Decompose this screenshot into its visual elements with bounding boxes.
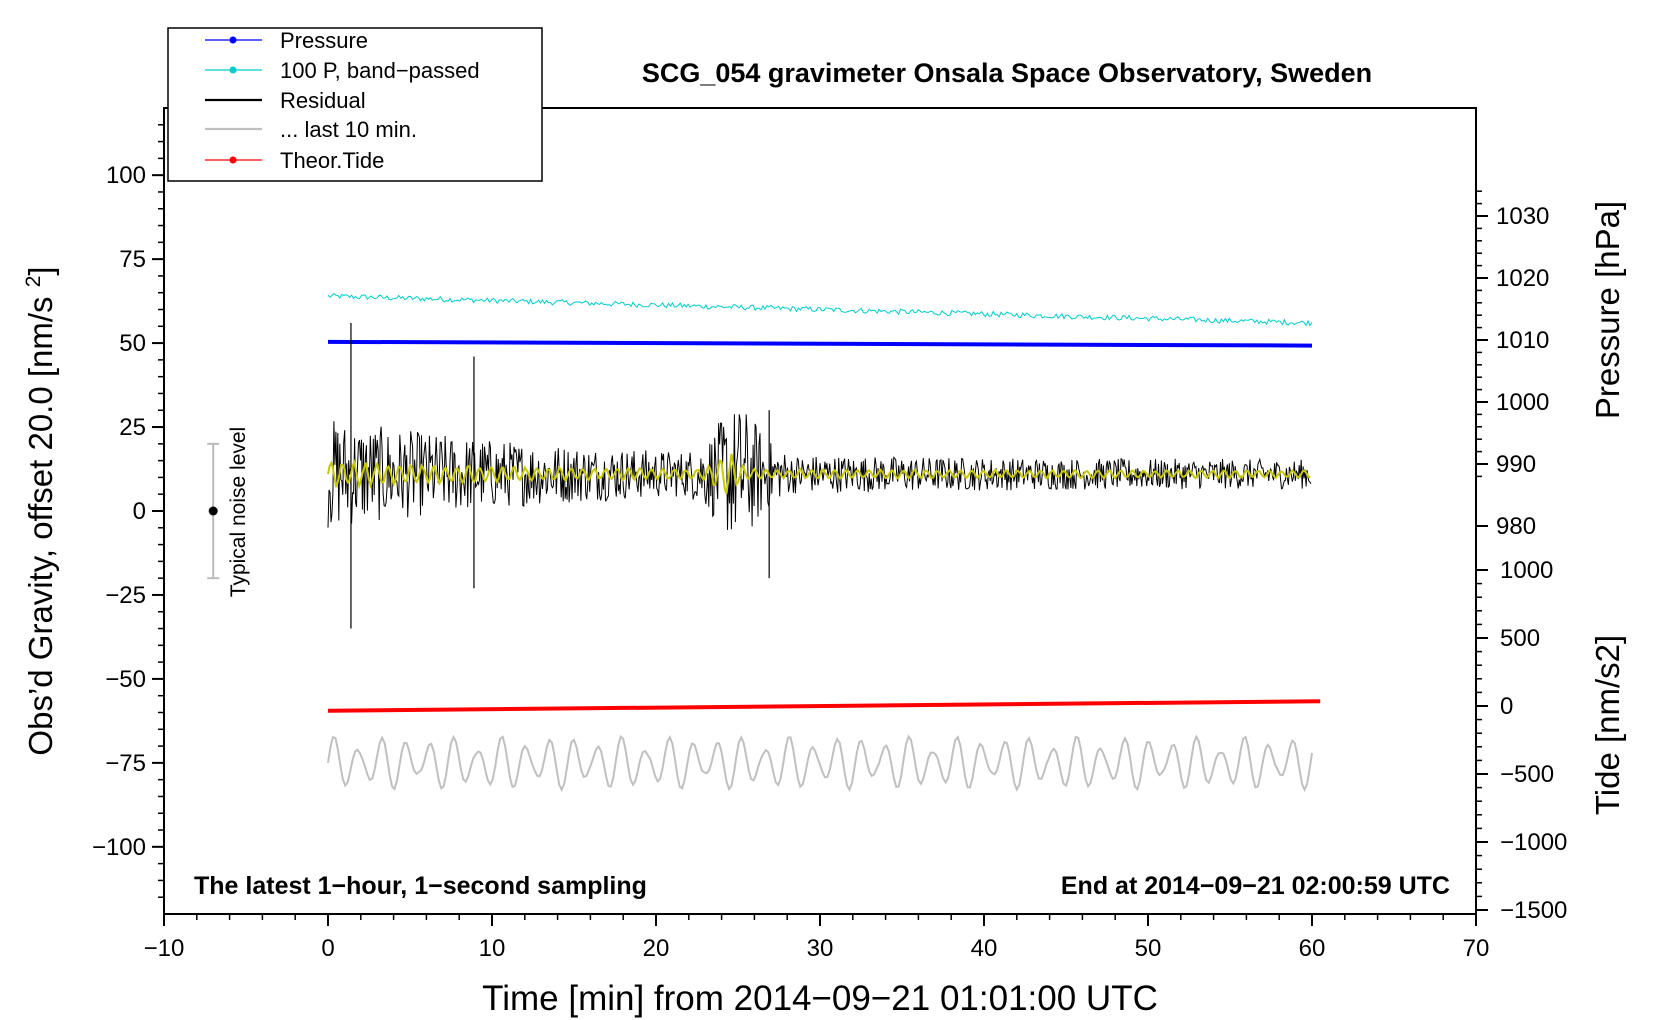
legend-item-residual: Residual	[205, 88, 366, 113]
band-passed-series	[327, 292, 1313, 327]
legend-item-band-passed: 100 P, band−passed	[205, 58, 480, 83]
y-axis-left-label: Obs’d Gravity, offset 20.0 [nm/s 2]	[22, 266, 59, 755]
bracket: ]	[22, 266, 59, 275]
x-tick-label: 50	[1135, 935, 1162, 962]
pressure-tick-label: 990	[1496, 451, 1536, 478]
y-tick-label: −25	[105, 582, 146, 609]
tide-tick-label: −500	[1500, 761, 1554, 788]
y-tick-label: 0	[133, 498, 146, 525]
legend-item-last10: ... last 10 min.	[205, 117, 417, 142]
tide-tick-label: 500	[1500, 625, 1540, 652]
pressure-tick-label: 1010	[1496, 327, 1549, 354]
legend-item-tide: Theor.Tide	[205, 148, 384, 173]
pressure-axis-label: Pressure [hPa]	[1589, 201, 1626, 419]
y-axis-left-label-text: Obs’d Gravity, offset 20.0 [nm/s	[22, 296, 59, 755]
tide-tick-label: −1000	[1500, 829, 1567, 856]
residual-series	[327, 414, 1312, 530]
x-tick-label: −10	[144, 935, 185, 962]
tide-tick-label: 0	[1500, 693, 1513, 720]
legend-item-pressure: Pressure	[205, 28, 368, 53]
plot-frame	[163, 107, 1477, 915]
x-axis-label: Time [min] from 2014−09−21 01:01:00 UTC	[482, 979, 1158, 1018]
legend-marker-pressure	[229, 36, 237, 44]
legend-box	[167, 27, 543, 182]
noise-level-label: Typical noise level	[227, 427, 250, 597]
smoothed-residual-series	[327, 453, 1311, 495]
superscript: 2	[22, 276, 45, 288]
legend-label-pressure: Pressure	[280, 28, 368, 53]
tide-series	[327, 699, 1321, 713]
x-tick-label: 0	[321, 935, 334, 962]
y-tick-label: −75	[105, 750, 146, 777]
y-tick-label: 50	[119, 330, 146, 357]
x-tick-label: 40	[971, 935, 998, 962]
y-tick-label: 100	[106, 162, 146, 189]
annotation-end-time: End at 2014−09−21 02:00:59 UTC	[1061, 872, 1450, 900]
ticks-layer: −10 0 10 20 30 40 50 60 701007550250−25−50−75−10…	[92, 124, 1567, 962]
last-10-min-series	[327, 734, 1313, 793]
pressure-tick-label: 1030	[1496, 203, 1549, 230]
pressure-tick-label: 1020	[1496, 265, 1549, 292]
series-layer	[207, 292, 1321, 793]
noise-level-dot	[208, 506, 218, 516]
y-tick-label: 75	[119, 246, 146, 273]
legend-marker-tide	[229, 156, 237, 164]
annotation-sampling: The latest 1−hour, 1−second sampling	[194, 872, 647, 900]
legend-label-band-passed: 100 P, band−passed	[280, 58, 480, 83]
x-tick-label: 70	[1463, 935, 1490, 962]
tide-tick-label: 1000	[1500, 557, 1553, 584]
y-tick-label: −100	[92, 834, 146, 861]
legend: Pressure 100 P, band−passed Residual ...…	[167, 27, 543, 182]
x-tick-label: 30	[807, 935, 834, 962]
pressure-tick-label: 1000	[1496, 389, 1549, 416]
pressure-tick-label: 980	[1496, 513, 1536, 540]
x-tick-label: 20	[643, 935, 670, 962]
pressure-series	[327, 339, 1313, 348]
tide-tick-label: −1500	[1500, 897, 1567, 924]
x-tick-label: 10	[479, 935, 506, 962]
legend-marker-band-passed	[229, 66, 237, 74]
y-tick-label: −50	[105, 666, 146, 693]
legend-label-residual: Residual	[280, 88, 366, 113]
legend-label-tide: Theor.Tide	[280, 148, 384, 173]
chart-title: SCG_054 gravimeter Onsala Space Observat…	[642, 58, 1372, 88]
x-tick-label: 60	[1299, 935, 1326, 962]
y-tick-label: 25	[119, 414, 146, 441]
legend-label-last10: ... last 10 min.	[280, 117, 417, 142]
tide-axis-label: Tide [nm/s2]	[1589, 635, 1626, 815]
